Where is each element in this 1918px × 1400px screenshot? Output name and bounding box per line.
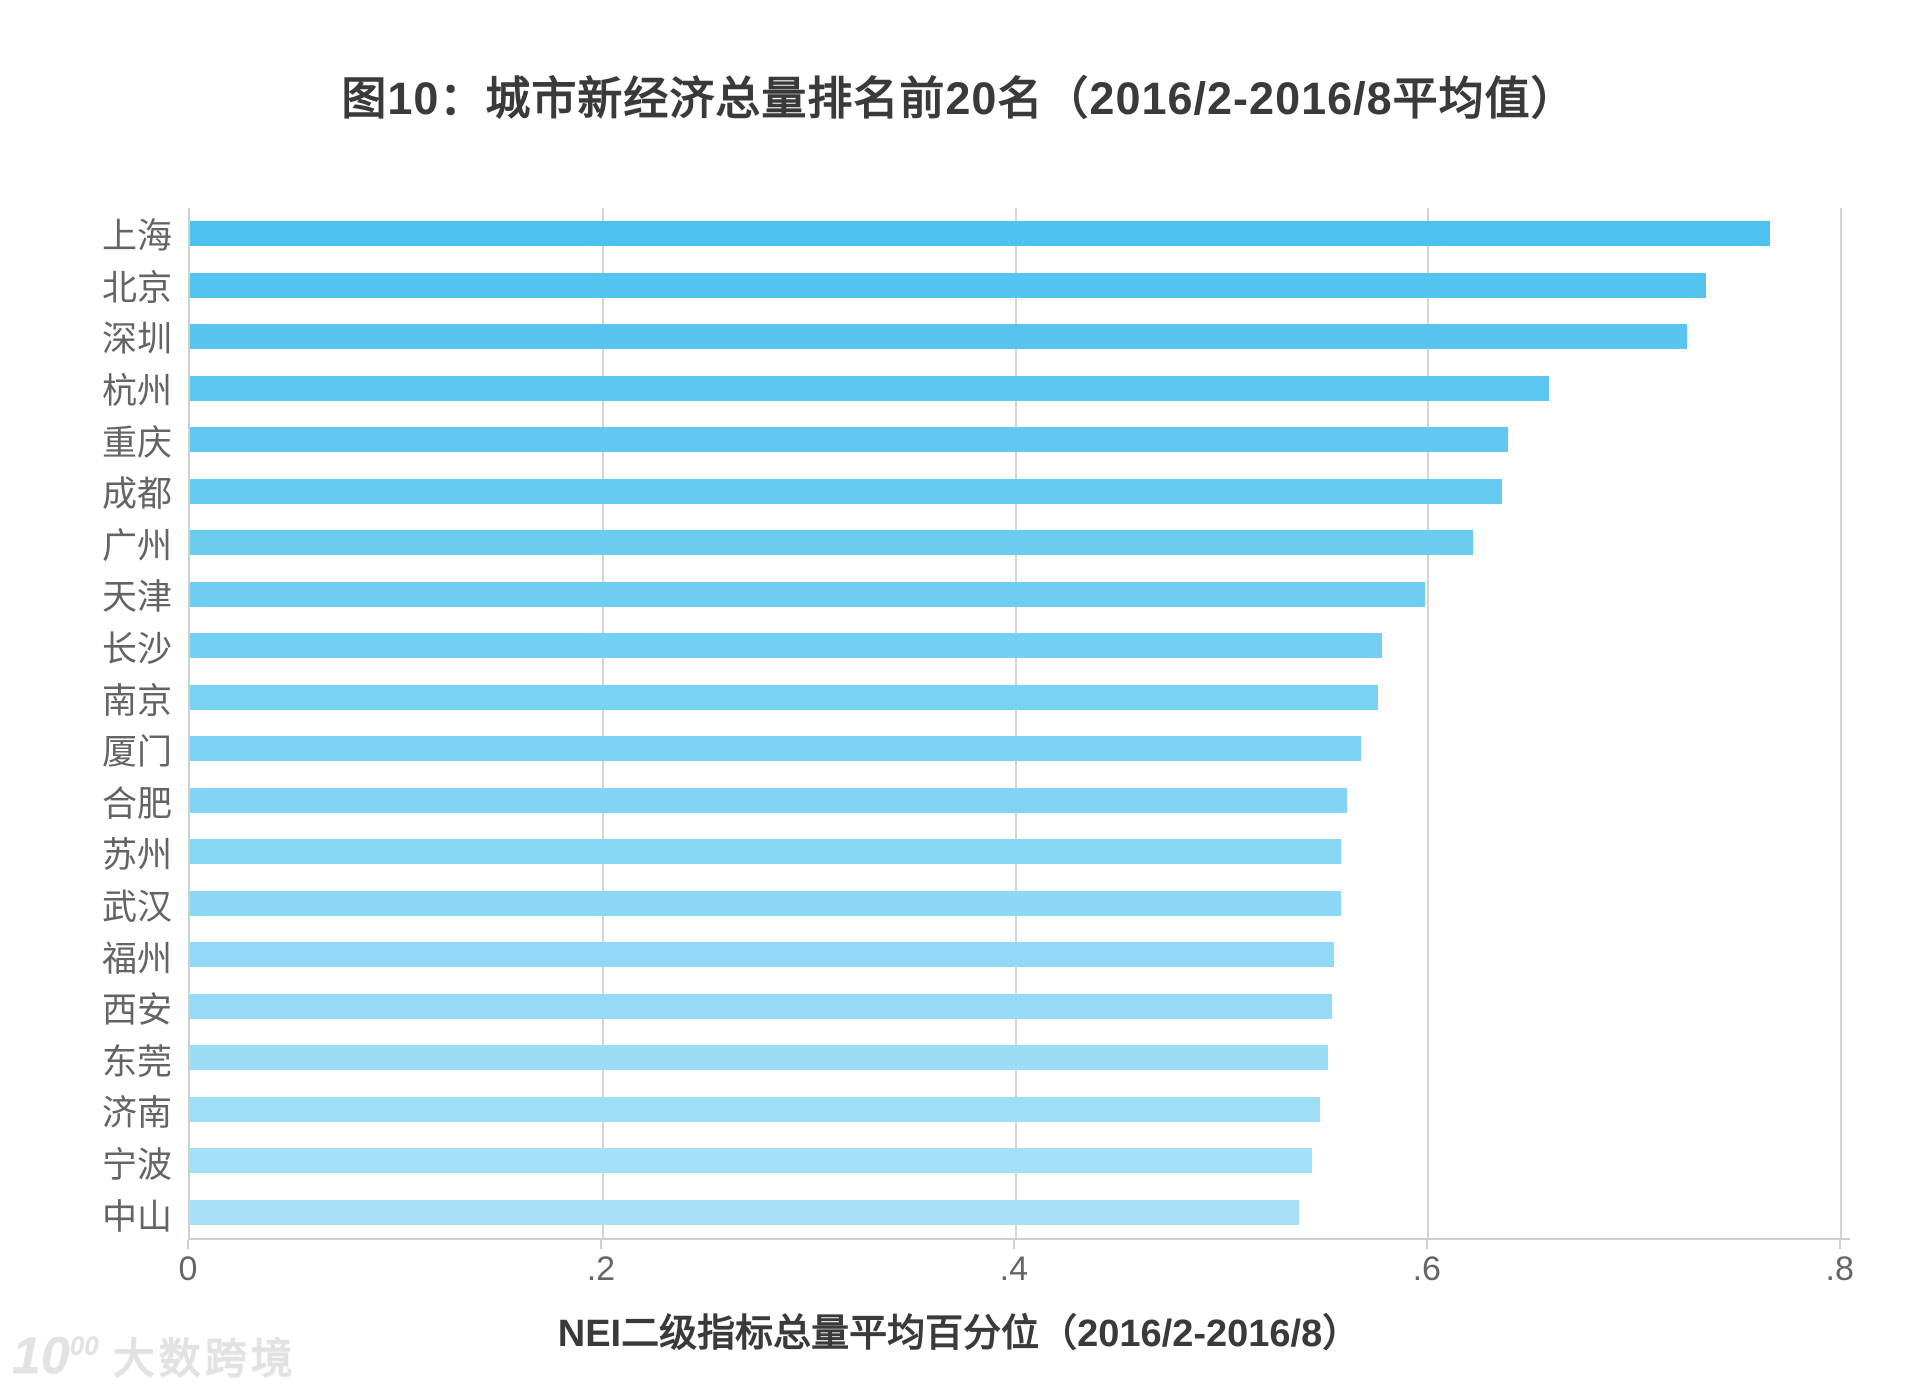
- x-tick-label: .2: [586, 1250, 616, 1288]
- x-tick-mark: [1425, 1240, 1428, 1249]
- bar-row: [190, 878, 1850, 930]
- bar-row: [190, 466, 1850, 518]
- bar: [190, 839, 1341, 865]
- gridline: [602, 208, 605, 1238]
- bar-rows: [190, 208, 1850, 1238]
- gridline: [1839, 208, 1842, 1238]
- bar: [190, 581, 1426, 607]
- category-label: 成都: [101, 475, 172, 515]
- category-label: 上海: [101, 217, 172, 257]
- bar-row: [190, 826, 1850, 878]
- bar: [190, 324, 1688, 350]
- bar: [190, 1096, 1321, 1122]
- category-label: 西安: [101, 991, 172, 1031]
- category-label: 天津: [101, 578, 172, 618]
- category-label: 北京: [101, 268, 172, 308]
- plot-area: [188, 208, 1850, 1240]
- category-label: 苏州: [101, 836, 172, 876]
- x-axis-tick-marks: [187, 1240, 1850, 1250]
- x-tick-label: .6: [1412, 1250, 1441, 1288]
- bar: [190, 787, 1347, 813]
- x-tick-mark: [187, 1240, 189, 1249]
- bar: [190, 942, 1335, 968]
- bar-row: [190, 1135, 1850, 1187]
- x-tick-label: 0: [178, 1250, 198, 1288]
- gridline: [1014, 208, 1017, 1238]
- gridline: [1427, 208, 1430, 1238]
- category-label: 重庆: [101, 423, 172, 463]
- x-tick-label: .8: [1825, 1250, 1854, 1288]
- watermark: 1000 大数跨境: [12, 1330, 297, 1382]
- category-label: 东莞: [101, 1042, 172, 1082]
- bar-row: [190, 775, 1850, 827]
- bar-row: [190, 1187, 1850, 1239]
- category-label: 长沙: [101, 630, 172, 670]
- bar-row: [190, 981, 1850, 1033]
- bar-row: [190, 517, 1850, 569]
- category-label: 深圳: [101, 320, 172, 360]
- bar-row: [190, 569, 1850, 621]
- bar-row: [190, 723, 1850, 775]
- category-label: 广州: [101, 526, 172, 566]
- bar-row: [190, 414, 1850, 466]
- watermark-brand-text: 大数跨境: [112, 1334, 297, 1382]
- bar: [190, 1199, 1300, 1225]
- bar-row: [190, 929, 1850, 981]
- bar-row: [190, 311, 1850, 363]
- chart-title: 图10：城市新经济总量排名前20名（2016/2-2016/8平均值）: [341, 73, 1577, 124]
- bar-row: [190, 672, 1850, 724]
- bar: [190, 736, 1362, 762]
- bar-row: [190, 1032, 1850, 1084]
- category-label: 中山: [101, 1197, 172, 1237]
- category-label: 宁波: [101, 1145, 172, 1185]
- bar: [190, 427, 1508, 453]
- category-label: 武汉: [101, 888, 172, 928]
- bar: [190, 890, 1341, 916]
- category-label: 厦门: [101, 733, 172, 773]
- bar: [190, 272, 1706, 298]
- category-label: 福州: [101, 939, 172, 979]
- x-tick-mark: [1012, 1240, 1015, 1249]
- x-axis-tick-labels: 0 .2 .4 .6 .8: [179, 1250, 1854, 1290]
- x-tick-mark: [1838, 1240, 1841, 1249]
- x-tick-mark: [599, 1240, 602, 1249]
- bar: [190, 684, 1378, 710]
- bar: [190, 1045, 1329, 1071]
- category-label: 南京: [101, 681, 172, 721]
- bar-row: [190, 208, 1850, 260]
- bar: [190, 221, 1770, 247]
- watermark-logo-icon: 1000: [12, 1327, 99, 1385]
- x-tick-label: .4: [999, 1250, 1029, 1288]
- bar: [190, 633, 1382, 659]
- category-label: 合肥: [101, 784, 172, 824]
- bar-row: [190, 1084, 1850, 1136]
- category-label: 济南: [101, 1094, 172, 1134]
- bar: [190, 1148, 1312, 1174]
- bar: [190, 993, 1333, 1019]
- category-label: 杭州: [101, 372, 172, 412]
- bar-row: [190, 620, 1850, 672]
- bar: [190, 478, 1502, 504]
- bar: [190, 530, 1473, 556]
- category-labels-column: 上海北京深圳杭州重庆成都广州天津长沙南京厦门合肥苏州武汉福州西安东莞济南宁波中山: [0, 208, 172, 1240]
- bar-row: [190, 260, 1850, 312]
- bar-row: [190, 363, 1850, 415]
- bar: [190, 375, 1549, 401]
- x-axis-title: NEI二级指标总量平均百分位（2016/2-2016/8）: [557, 1313, 1361, 1355]
